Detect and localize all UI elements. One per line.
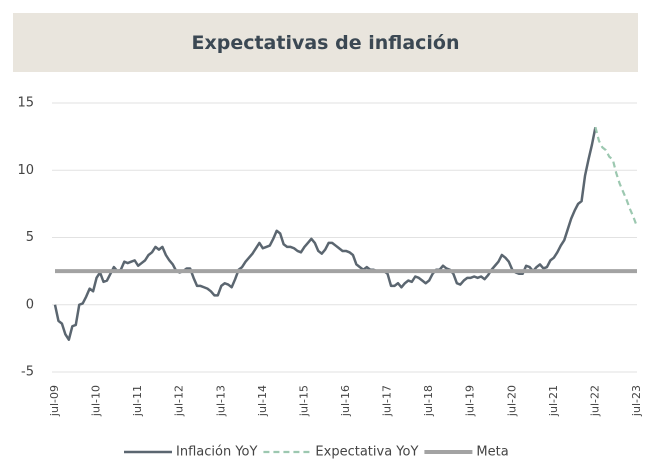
x-tick-label: jul-16	[339, 385, 352, 417]
x-tick-label: jul-23	[630, 385, 643, 417]
x-tick-label: jul-15	[297, 385, 310, 417]
x-tick-label: jul-13	[214, 385, 227, 417]
legend-label: Meta	[476, 445, 508, 460]
x-tick-label: jul-20	[505, 385, 518, 417]
x-tick-label: jul-18	[422, 385, 435, 417]
x-tick-label: jul-11	[131, 385, 144, 417]
y-tick-label: 10	[17, 163, 34, 178]
series-line	[594, 126, 639, 228]
y-tick-label: -5	[21, 365, 34, 380]
legend-label: Inflación YoY	[176, 445, 257, 460]
x-tick-label: jul-10	[90, 385, 103, 417]
x-tick-label: jul-17	[381, 385, 394, 417]
x-tick-label: jul-14	[256, 385, 269, 417]
y-tick-label: 15	[17, 96, 34, 111]
chart-title: Expectativas de inflación	[13, 13, 638, 72]
legend-label: Expectativa YoY	[315, 445, 418, 460]
x-tick-label: jul-12	[173, 385, 186, 417]
x-tick-label: jul-21	[547, 385, 560, 417]
y-tick-label: 5	[26, 230, 34, 245]
x-tick-label: jul-19	[464, 385, 477, 417]
x-tick-label: jul-09	[48, 385, 61, 417]
series-line	[53, 126, 597, 341]
x-tick-label: jul-22	[588, 385, 601, 417]
y-tick-label: 0	[26, 297, 34, 312]
